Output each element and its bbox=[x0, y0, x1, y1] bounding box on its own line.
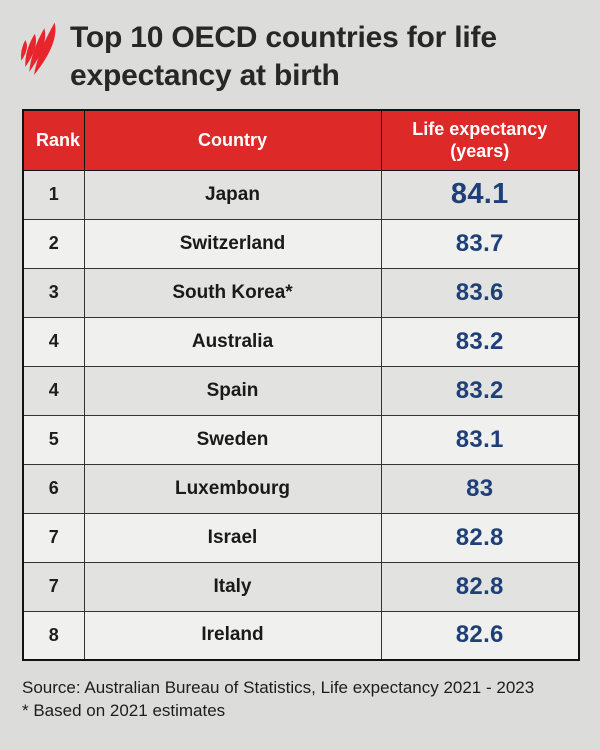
country-cell: Japan bbox=[83, 169, 382, 220]
rank-cell: 8 bbox=[22, 610, 85, 661]
table-row: 1 Japan 84.1 bbox=[22, 169, 580, 220]
rank-cell: 1 bbox=[22, 169, 85, 220]
page-header: Top 10 OECD countries for life expectanc… bbox=[0, 0, 600, 95]
value-cell: 83.1 bbox=[380, 414, 580, 465]
country-cell: Sweden bbox=[83, 414, 382, 465]
table-row: 4 Australia 83.2 bbox=[22, 316, 580, 367]
footer: Source: Australian Bureau of Statistics,… bbox=[22, 676, 578, 722]
table-row: 7 Israel 82.8 bbox=[22, 512, 580, 563]
table-row: 6 Luxembourg 83 bbox=[22, 463, 580, 514]
country-cell: Luxembourg bbox=[83, 463, 382, 514]
column-header-life-expectancy: Life expectancy (years) bbox=[380, 109, 580, 171]
footnote-text: * Based on 2021 estimates bbox=[22, 701, 226, 720]
value-cell: 84.1 bbox=[380, 169, 580, 220]
value-cell: 83 bbox=[380, 463, 580, 514]
page-title: Top 10 OECD countries for life expectanc… bbox=[70, 21, 497, 92]
rank-cell: 2 bbox=[22, 218, 85, 269]
table-row: 7 Italy 82.8 bbox=[22, 561, 580, 612]
rank-cell: 4 bbox=[22, 316, 85, 367]
value-cell: 82.8 bbox=[380, 561, 580, 612]
rank-cell: 5 bbox=[22, 414, 85, 465]
table-row: 3 South Korea* 83.6 bbox=[22, 267, 580, 318]
column-header-rank: Rank bbox=[22, 109, 85, 171]
value-cell: 83.2 bbox=[380, 316, 580, 367]
country-cell: Ireland bbox=[83, 610, 382, 661]
table-header-row: Rank Country Life expectancy (years) bbox=[22, 109, 580, 171]
source-text: Source: Australian Bureau of Statistics,… bbox=[22, 678, 535, 697]
sbs-flame-logo-icon bbox=[14, 21, 62, 80]
country-cell: Italy bbox=[83, 561, 382, 612]
country-cell: Australia bbox=[83, 316, 382, 367]
value-cell: 83.6 bbox=[380, 267, 580, 318]
country-cell: South Korea* bbox=[83, 267, 382, 318]
country-cell: Israel bbox=[83, 512, 382, 563]
value-cell: 83.7 bbox=[380, 218, 580, 269]
value-cell: 83.2 bbox=[380, 365, 580, 416]
table-row: 8 Ireland 82.6 bbox=[22, 610, 580, 661]
table-body: 1 Japan 84.1 2 Switzerland 83.7 3 South … bbox=[22, 169, 580, 661]
life-expectancy-table: Rank Country Life expectancy (years) 1 J… bbox=[22, 109, 580, 661]
rank-cell: 7 bbox=[22, 512, 85, 563]
value-cell: 82.8 bbox=[380, 512, 580, 563]
column-header-country: Country bbox=[83, 109, 382, 171]
table-row: 5 Sweden 83.1 bbox=[22, 414, 580, 465]
table-row: 2 Switzerland 83.7 bbox=[22, 218, 580, 269]
rank-cell: 7 bbox=[22, 561, 85, 612]
value-cell: 82.6 bbox=[380, 610, 580, 661]
rank-cell: 6 bbox=[22, 463, 85, 514]
rank-cell: 3 bbox=[22, 267, 85, 318]
country-cell: Spain bbox=[83, 365, 382, 416]
rank-cell: 4 bbox=[22, 365, 85, 416]
country-cell: Switzerland bbox=[83, 218, 382, 269]
table-row: 4 Spain 83.2 bbox=[22, 365, 580, 416]
